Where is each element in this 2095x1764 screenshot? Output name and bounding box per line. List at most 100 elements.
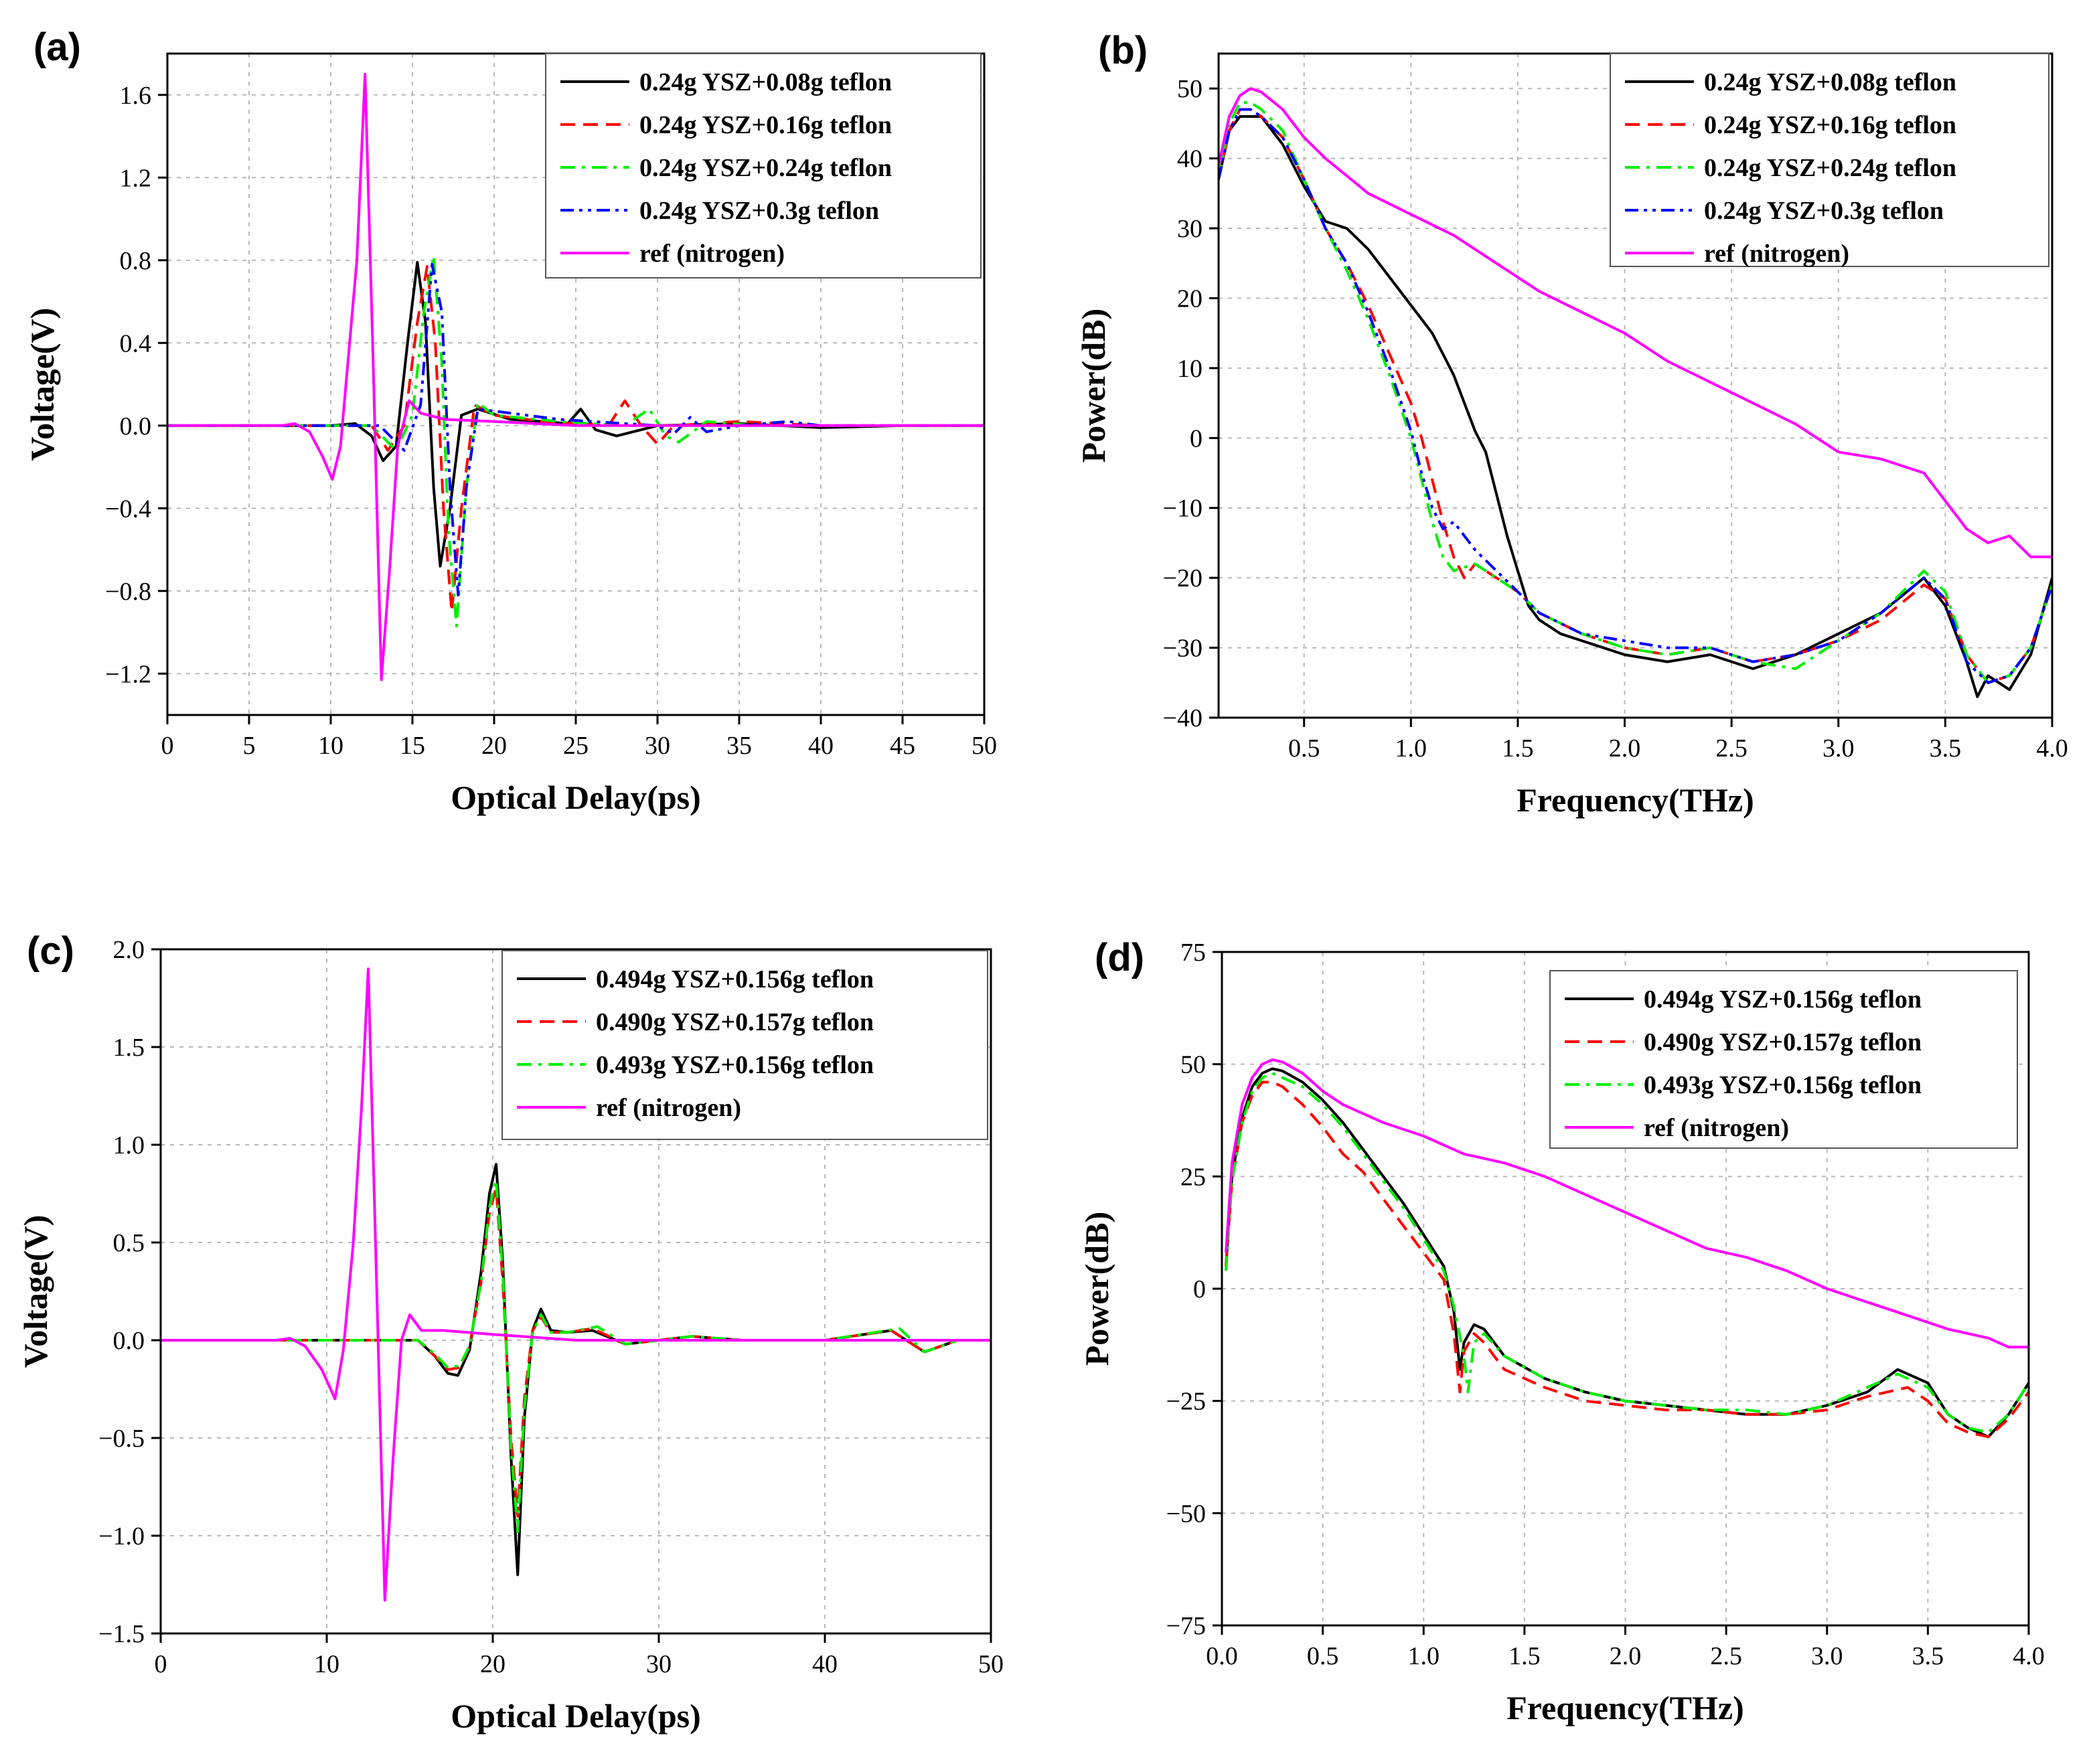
x-tick-label: 1.5 [1508,1642,1541,1670]
legend-label: 0.493g YSZ+0.156g teflon [596,1051,874,1079]
series-line-3 [167,254,984,628]
series-line-4 [1225,1058,2029,1349]
x-tick-label: 2.0 [1609,734,1641,763]
x-tick-label: 25 [563,732,589,760]
y-tick-label: 0.5 [113,1229,145,1257]
panel-label: (b) [1098,29,1148,72]
y-tick-label: 2.0 [113,936,145,964]
y-axis-label: Power(dB) [1078,1212,1115,1366]
panel-label: (c) [27,929,74,973]
x-tick-label: 40 [808,732,834,760]
x-tick-label: 10 [314,1650,339,1678]
y-axis-label: Power(dB) [1075,309,1112,463]
legend-label: 0.24g YSZ+0.08g teflon [639,68,892,96]
x-tick-label: 3.0 [1822,734,1855,763]
legend-label: ref (nitrogen) [1644,1114,1789,1142]
legend-label: 0.24g YSZ+0.24g teflon [1704,154,1956,182]
x-tick-label: 45 [890,732,915,760]
legend-box [1610,53,2049,267]
legend-label: 0.493g YSZ+0.156g teflon [1644,1071,1922,1099]
y-tick-label: −1.5 [98,1620,145,1648]
legend: 0.24g YSZ+0.08g teflon 0.24g YSZ+0.16g te… [545,53,982,278]
legend-label: 0.24g YSZ+0.24g teflon [639,154,892,182]
plot-frame [159,948,992,1635]
y-tick-label: −20 [1163,564,1202,592]
series-line-5 [1219,87,2052,558]
legend-label: 0.24g YSZ+0.16g teflon [1704,111,1956,139]
panel-label: (d) [1095,936,1144,979]
y-tick-label: 30 [1177,215,1202,243]
x-tick-label: 20 [480,1650,506,1678]
y-tick-label: −0.5 [98,1425,145,1453]
y-tick-label: −0.4 [105,495,151,523]
y-tick-label: 40 [1177,145,1202,173]
y-tick-label: −25 [1166,1388,1206,1416]
x-tick-label: 1.5 [1502,734,1534,763]
x-tick-label: 2.5 [1710,1642,1742,1670]
y-tick-label: −1.2 [105,660,151,688]
legend-label: 0.24g YSZ+0.08g teflon [1704,68,1956,96]
x-axis-label: Frequency(THz) [1517,781,1754,819]
y-tick-label: −40 [1163,704,1202,732]
y-tick-label: 10 [1177,355,1202,383]
x-tick-label: 50 [978,1650,1004,1678]
x-tick-label: 40 [812,1650,838,1678]
legend: 0.24g YSZ+0.08g teflon 0.24g YSZ+0.16g te… [1610,53,2049,268]
x-tick-label: 3.0 [1811,1642,1843,1670]
panel-a: 0 5 10 15 20 25 30 35 40 45 50 −1.2 −0.8 −0.4 0.0 0.4 0.… [23,25,997,816]
x-tick-label: 1.0 [1395,734,1427,763]
legend-label: ref (nitrogen) [639,240,785,268]
series-group [1225,1058,2029,1439]
series-group [161,967,991,1602]
x-tick-label: 4.0 [2036,734,2068,763]
y-tick-label: 1.0 [113,1131,145,1159]
x-tick-label: 0 [161,732,174,760]
y-tick-label: 50 [1177,75,1202,103]
legend-label: 0.490g YSZ+0.157g teflon [596,1008,874,1036]
x-tick-label: 4.0 [2013,1642,2045,1670]
series-group [1219,87,2052,698]
panel-label: (a) [33,25,81,69]
series-line-3 [1225,1072,2029,1434]
x-axis-label: Optical Delay(ps) [451,1697,701,1735]
x-tick-label: 30 [645,732,670,760]
legend-label: 0.24g YSZ+0.16g teflon [639,111,892,139]
y-tick-label: −1.0 [98,1522,145,1550]
legend-label: ref (nitrogen) [1704,240,1849,268]
y-tick-label: 0.0 [113,1327,145,1355]
legend-label: 0.24g YSZ+0.3g teflon [1704,197,1944,225]
y-tick-label: 1.2 [120,164,152,192]
x-tick-label: 0.5 [1307,1642,1339,1670]
y-tick-label: 50 [1180,1051,1206,1079]
series-line-2 [1225,1080,2029,1439]
x-tick-label: 20 [481,732,507,760]
series-line-5 [167,72,984,681]
series-line-1 [1219,115,2052,698]
x-axis-label: Optical Delay(ps) [451,779,701,816]
y-tick-label: 20 [1177,285,1202,313]
panel-c: 0 10 20 30 40 50 −1.5 −1.0 −0.5 0.0 0.5 1.0 1.5 2.0 Op… [17,929,1004,1735]
series-line-1 [1225,1067,2029,1439]
x-tick-label: 30 [646,1650,672,1678]
legend-box [545,53,982,278]
x-tick-label: 10 [318,732,343,760]
legend: 0.494g YSZ+0.156g teflon 0.490g YSZ+0.157… [501,950,988,1140]
y-tick-label: 25 [1180,1163,1206,1191]
y-tick-label: −0.8 [105,578,151,606]
y-tick-label: 0 [1190,424,1202,453]
y-tick-label: 0 [1193,1275,1206,1303]
x-tick-label: 3.5 [1930,734,1962,763]
legend-label: 0.494g YSZ+0.156g teflon [1644,985,1922,1014]
legend: 0.494g YSZ+0.156g teflon 0.490g YSZ+0.157… [1549,970,2018,1149]
x-tick-label: 2.0 [1610,1642,1642,1670]
legend-label: 0.490g YSZ+0.157g teflon [1644,1028,1922,1056]
x-tick-label: 1.0 [1408,1642,1440,1670]
x-tick-label: 3.5 [1912,1642,1944,1670]
legend-label: ref (nitrogen) [596,1094,741,1122]
y-tick-label: 75 [1180,939,1206,967]
series-group [167,72,984,681]
x-tick-label: 15 [400,732,425,760]
panel-d: 0.0 0.5 1.0 1.5 2.0 2.5 3.0 3.5 4.0 −75 −50 −25 0 25 5… [1078,936,2045,1727]
legend-label: 0.494g YSZ+0.156g teflon [596,965,874,993]
x-tick-label: 2.5 [1715,734,1748,763]
